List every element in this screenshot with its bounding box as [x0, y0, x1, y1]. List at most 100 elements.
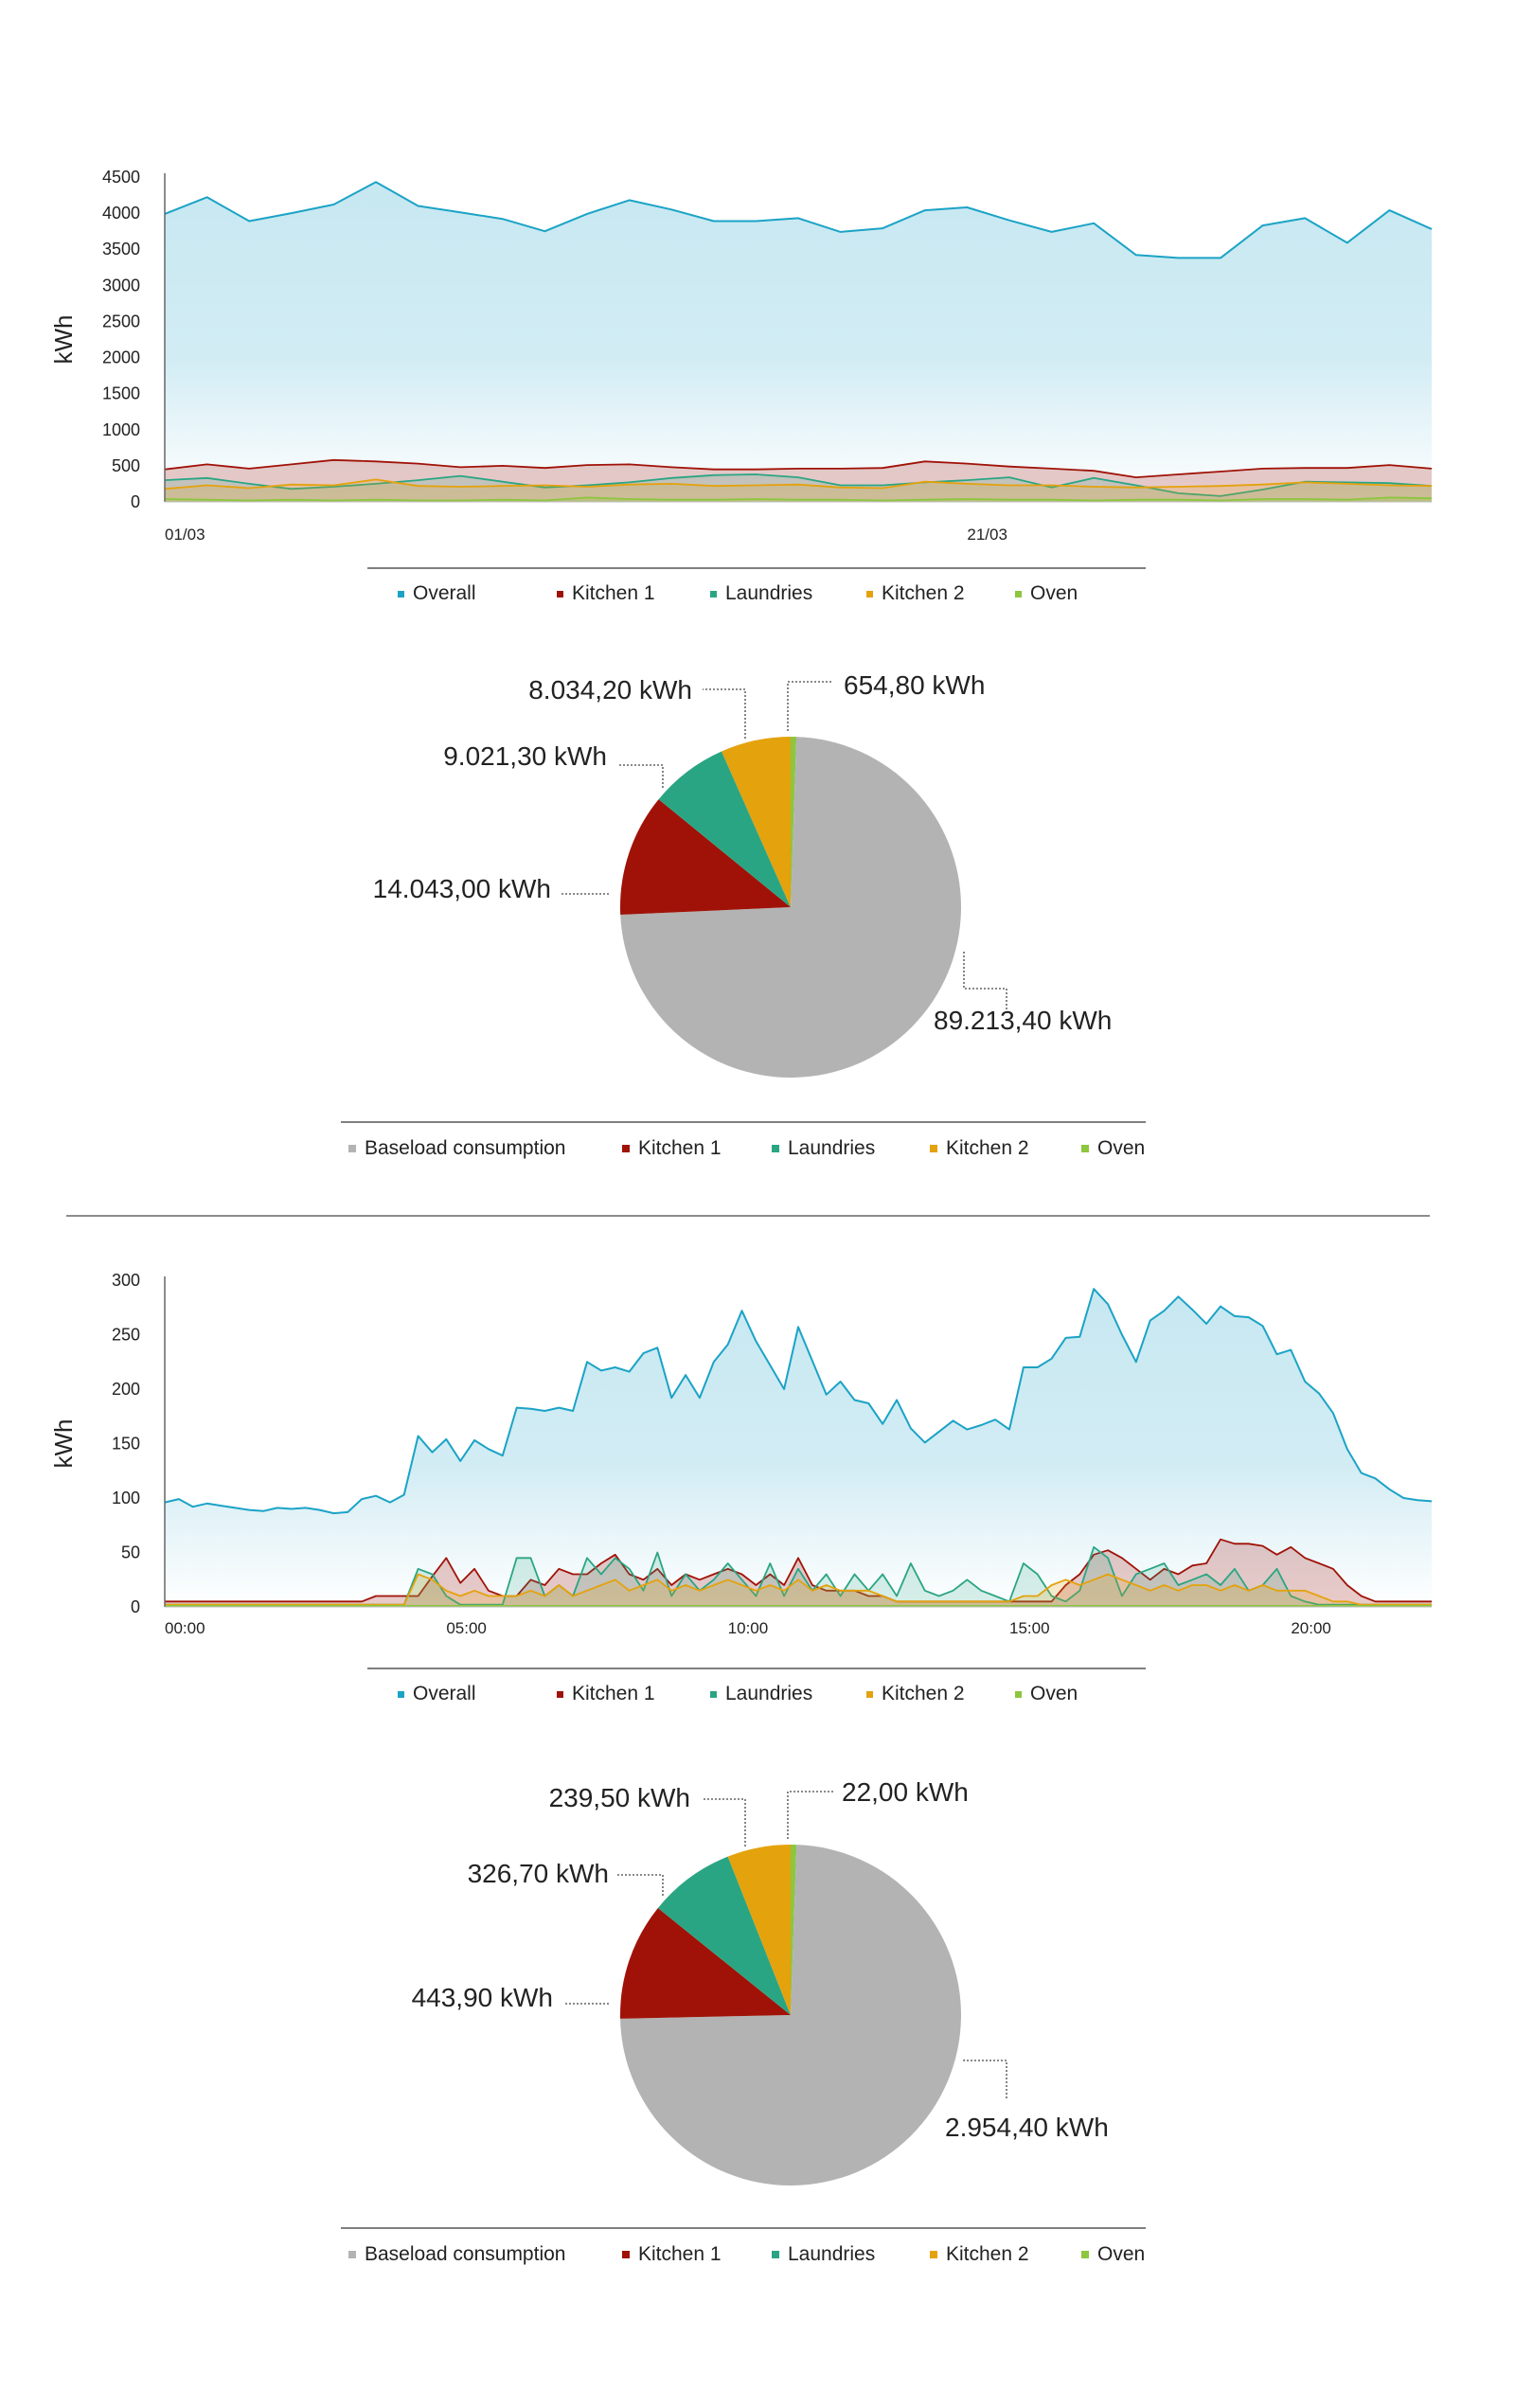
- y-axis-label: kWh: [49, 1419, 78, 1469]
- legend-label-kitchen-1: Kitchen 1: [638, 2243, 722, 2265]
- legend-label-kitchen-2: Kitchen 2: [946, 1137, 1029, 1159]
- callout-line-laundries: [617, 764, 664, 788]
- legend-swatch-laundries: [710, 1691, 717, 1698]
- legend-swatch-kitchen-2: [866, 1691, 873, 1698]
- pie-slice-laundries: [657, 1856, 791, 2015]
- pie-slice-baseload-consumption: [620, 737, 962, 1078]
- legend-swatch-kitchen-2: [866, 591, 873, 598]
- series-line-kitchen-1: [164, 458, 1433, 478]
- y-tick-label-0: 0: [131, 1597, 140, 1616]
- data-label-oven: 22,00 kWh: [842, 1777, 969, 1807]
- series-area-kitchen-2: [165, 479, 1432, 502]
- y-tick-label-2000: 2000: [102, 348, 140, 367]
- daily-pie-chart-svg: 22,00 kWh 2.954,40 kWh 443,90 kWh 326,70 kW…: [341, 1777, 1146, 2265]
- series-area-kitchen-2: [165, 1574, 1432, 1607]
- x-tick-label-00-00: 00:00: [165, 1619, 205, 1637]
- legend-swatch-baseload-consumption: [348, 1145, 356, 1152]
- y-tick-label-300: 300: [112, 1271, 140, 1290]
- series-area-overall: [165, 1289, 1432, 1607]
- series-line-overall: [164, 1288, 1433, 1515]
- legend-swatch-kitchen-2: [930, 2251, 937, 2258]
- y-tick-label-4000: 4000: [102, 204, 140, 223]
- legend-label-laundries: Laundries: [788, 1137, 875, 1159]
- series-line-kitchen-1: [165, 1538, 1432, 1603]
- legend-label-overall: Overall: [413, 1683, 476, 1704]
- y-tick-label-100: 100: [112, 1489, 140, 1507]
- series-line-kitchen-2: [165, 1573, 1432, 1606]
- section-divider: [66, 1215, 1430, 1217]
- legend-swatch-laundries: [710, 591, 717, 598]
- y-tick-label-200: 200: [112, 1380, 140, 1399]
- callout-line-kitchen-2: [703, 688, 746, 739]
- data-label-kitchen-1: 14.043,00 kWh: [373, 874, 551, 903]
- series-line-oven: [164, 496, 1433, 502]
- legend-label-oven: Oven: [1030, 582, 1078, 604]
- legend-label-laundries: Laundries: [788, 2243, 875, 2265]
- x-tick-label-20-00: 20:00: [1291, 1619, 1331, 1637]
- pie-slice-oven: [791, 736, 797, 907]
- series-line-laundries: [164, 473, 1433, 497]
- legend-label-oven: Oven: [1097, 1137, 1145, 1159]
- pie-slice-kitchen-2: [722, 737, 791, 907]
- series-line-overall: [164, 181, 1433, 259]
- legend-label-kitchen-1: Kitchen 1: [572, 582, 655, 604]
- series-area-overall: [165, 182, 1432, 503]
- y-tick-label-500: 500: [112, 456, 140, 475]
- legend-label-oven: Oven: [1030, 1683, 1078, 1704]
- y-tick-label-3500: 3500: [102, 240, 140, 259]
- monthly-pie-chart-svg: 654,80 kWh 89.213,40 kWh 14.043,00 kWh 9.02…: [341, 670, 1146, 1159]
- series-area-kitchen-1: [165, 459, 1432, 502]
- data-label-laundries: 9.021,30 kWh: [443, 741, 607, 771]
- legend-label-oven: Oven: [1097, 2243, 1145, 2265]
- legend-label-laundries: Laundries: [725, 582, 812, 604]
- x-tick-label-15-00: 15:00: [1009, 1619, 1050, 1637]
- y-tick-label-2500: 2500: [102, 312, 140, 330]
- legend-swatch-kitchen-1: [622, 1145, 630, 1152]
- legend-swatch-laundries: [772, 1145, 779, 1152]
- series-area-laundries: [165, 474, 1432, 502]
- data-label-kitchen-1: 443,90 kWh: [412, 1983, 553, 2012]
- x-tick-label-05-00: 05:00: [446, 1619, 487, 1637]
- legend-label-kitchen-1: Kitchen 1: [572, 1683, 655, 1704]
- legend-label-kitchen-1: Kitchen 1: [638, 1137, 722, 1159]
- legend-swatch-overall: [398, 1691, 404, 1698]
- legend-swatch-oven: [1081, 1145, 1089, 1152]
- daily-consumption-pie-chart: 22,00 kWh 2.954,40 kWh 443,90 kWh 326,70 kW…: [0, 1742, 1515, 2310]
- legend-swatch-overall: [398, 591, 404, 598]
- data-label-kitchen-2: 8.034,20 kWh: [528, 675, 692, 705]
- y-axis-label: kWh: [49, 315, 78, 365]
- legend-label-baseload-consumption: Baseload consumption: [365, 1137, 565, 1159]
- legend-label-kitchen-2: Kitchen 2: [882, 1683, 965, 1704]
- callout-line-kitchen-2: [703, 1798, 746, 1846]
- y-tick-label-1500: 1500: [102, 384, 140, 403]
- data-label-kitchen-2: 239,50 kWh: [549, 1783, 690, 1812]
- legend-label-laundries: Laundries: [725, 1683, 812, 1704]
- callout-line-baseload-consumption: [963, 2060, 1007, 2100]
- legend-label-overall: Overall: [413, 582, 476, 604]
- y-tick-label-1000: 1000: [102, 420, 140, 439]
- legend-swatch-kitchen-1: [622, 2251, 630, 2258]
- x-tick-label-21-03: 21/03: [967, 526, 1007, 544]
- legend-swatch-oven: [1081, 2251, 1089, 2258]
- daily-consumption-area-chart: 300 250 200 150 100 50 0 kWh 00:00 05:00 10:00 15:0…: [0, 1231, 1515, 1742]
- legend-swatch-laundries: [772, 2251, 779, 2258]
- monthly-consumption-pie-chart: 654,80 kWh 89.213,40 kWh 14.043,00 kWh 9.02…: [0, 625, 1515, 1231]
- pie-slice-kitchen-1: [619, 1908, 791, 2019]
- series-line-kitchen-2: [164, 478, 1433, 491]
- legend-label-baseload-consumption: Baseload consumption: [365, 2243, 565, 2265]
- monthly-consumption-area-chart: 4500 4000 3500 3000 2500 2000 1500 1000 500 0 kWh 0…: [0, 0, 1515, 625]
- data-label-baseload-consumption: 2.954,40 kWh: [945, 2113, 1109, 2142]
- legend-swatch-oven: [1015, 1691, 1022, 1698]
- legend-swatch-kitchen-1: [557, 1691, 563, 1698]
- y-tick-label-0: 0: [131, 492, 140, 511]
- y-tick-label-3000: 3000: [102, 276, 140, 294]
- legend-swatch-kitchen-2: [930, 1145, 937, 1152]
- series-area-kitchen-1: [165, 1539, 1432, 1607]
- monthly-area-chart-svg: 4500 4000 3500 3000 2500 2000 1500 1000 500 0 kWh 0…: [49, 168, 1433, 604]
- legend-swatch-kitchen-1: [557, 591, 563, 598]
- data-label-oven: 654,80 kWh: [844, 670, 985, 700]
- x-tick-label-10-00: 10:00: [728, 1619, 769, 1637]
- pie-slice-oven: [791, 1845, 797, 2015]
- data-label-laundries: 326,70 kWh: [468, 1859, 609, 1888]
- callout-line-laundries: [617, 1874, 664, 1896]
